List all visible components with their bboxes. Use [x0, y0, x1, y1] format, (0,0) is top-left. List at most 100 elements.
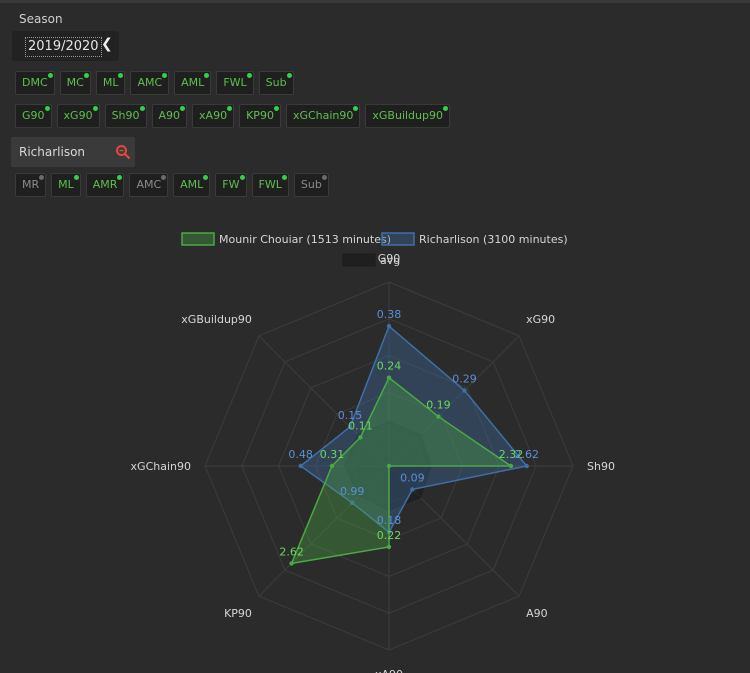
status-dot — [443, 106, 448, 111]
compare-chip-label: FW — [222, 178, 240, 191]
data-label-green: 2.32 — [499, 448, 524, 461]
status-dot — [39, 175, 45, 180]
axis-label: KP90 — [224, 607, 252, 620]
status-dot — [161, 175, 167, 180]
data-label-blue: 0.29 — [452, 373, 477, 386]
metric-chip-xgbuildup90[interactable]: xGBuildup90 — [365, 104, 450, 128]
compare-chip-fwl[interactable]: FWL — [251, 173, 289, 197]
compare-chip-label: AML — [180, 178, 204, 191]
player-search[interactable]: Richarlison — [11, 137, 135, 167]
position-chip-label: MC — [66, 76, 84, 89]
season-label: Season — [19, 12, 63, 26]
axis-label: xG90 — [526, 313, 555, 326]
data-point-green — [386, 463, 392, 469]
axis-label: xGBuildup90 — [181, 313, 252, 326]
position-chip-ml[interactable]: ML — [95, 71, 126, 95]
metric-chip-label: G90 — [22, 109, 45, 122]
data-point-green — [436, 414, 441, 419]
data-label-blue: 0.48 — [288, 448, 313, 461]
data-label-green: 0.22 — [377, 529, 402, 542]
axis-label: Sh90 — [587, 460, 615, 473]
status-dot — [44, 106, 50, 111]
search-icon[interactable] — [115, 144, 131, 160]
data-label-blue: 0.99 — [340, 485, 365, 498]
status-dot — [286, 73, 292, 78]
data-point-green — [329, 463, 335, 469]
status-dot — [73, 175, 79, 180]
position-chip-aml[interactable]: AML — [174, 71, 212, 95]
data-label-green: 0.31 — [320, 448, 345, 461]
metric-chip-label: KP90 — [246, 109, 274, 122]
position-chip-label: ML — [102, 76, 119, 89]
metric-chip-label: xGChain90 — [292, 109, 354, 122]
status-dot — [281, 175, 287, 180]
position-chip-label: DMC — [22, 76, 48, 89]
compare-chip-aml[interactable]: AML — [173, 173, 211, 197]
data-point-blue — [386, 323, 392, 329]
data-label-blue: 0.09 — [400, 471, 425, 484]
player-search-input[interactable]: Richarlison — [19, 145, 86, 159]
metric-chip-sh90[interactable]: Sh90 — [104, 104, 147, 128]
compare-chip-label: AMC — [136, 178, 162, 191]
compare-chip-amr[interactable]: AMR — [85, 173, 125, 197]
metric-chip-label: xGBuildup90 — [372, 109, 443, 122]
metric-chip-kp90[interactable]: KP90 — [239, 104, 281, 128]
data-label-blue: 0.15 — [338, 409, 363, 422]
data-point-blue — [349, 500, 355, 506]
status-dot — [118, 73, 124, 78]
position-chip-dmc[interactable]: DMC — [15, 71, 55, 95]
metric-chip-xg90[interactable]: xG90 — [56, 104, 100, 128]
season-select[interactable]: 2019/2020 ❮ — [12, 31, 119, 61]
data-label-blue: 2.62 — [514, 448, 539, 461]
position-chip-sub[interactable]: Sub — [258, 71, 294, 95]
position-chip-label: AMC — [137, 76, 163, 89]
data-point-blue — [524, 463, 529, 469]
metric-filter-row: G90 xG90 Sh90 A90 xA90 KP90 xGChain90 xGBuildup… — [15, 104, 450, 128]
status-dot — [180, 106, 186, 111]
compare-chip-label: ML — [58, 178, 74, 191]
status-dot — [117, 175, 123, 180]
position-chip-fwl[interactable]: FWL — [216, 71, 254, 95]
data-label-green: 0.19 — [426, 399, 451, 412]
metric-chip-label: xA90 — [199, 109, 228, 122]
compare-position-row: MR ML AMR AMC AML FW FWL Sub — [15, 173, 329, 197]
season-value: 2019/2020 — [25, 37, 102, 57]
metric-chip-xa90[interactable]: xA90 — [192, 104, 235, 128]
compare-chip-label: AMR — [92, 178, 118, 191]
status-dot — [83, 73, 89, 78]
compare-chip-amc[interactable]: AMC — [129, 173, 169, 197]
compare-chip-sub[interactable]: Sub — [293, 173, 329, 197]
compare-chip-fw[interactable]: FW — [215, 173, 247, 197]
status-dot — [227, 106, 233, 111]
compare-chip-label: FWL — [258, 178, 282, 191]
status-dot — [139, 106, 145, 111]
axis-label: A90 — [526, 607, 548, 620]
data-label-green: 2.62 — [279, 545, 304, 558]
status-dot — [162, 73, 168, 78]
data-point-blue — [462, 388, 467, 393]
metric-chip-g90[interactable]: G90 — [15, 104, 52, 128]
data-label-green: 0.24 — [377, 360, 402, 373]
data-point-blue — [298, 463, 303, 469]
status-dot — [203, 175, 209, 180]
data-label-blue: 0.38 — [377, 308, 402, 321]
data-point-green — [358, 435, 363, 440]
data-label-green: 0.11 — [348, 419, 373, 432]
position-chip-amc[interactable]: AMC — [130, 71, 170, 95]
top-divider — [0, 0, 750, 3]
legend-label: Richarlison (3100 minutes) — [419, 233, 568, 246]
legend-swatch — [181, 232, 215, 246]
metric-chip-xgchain90[interactable]: xGChain90 — [285, 104, 361, 128]
compare-chip-mr[interactable]: MR — [15, 173, 47, 197]
metric-chip-a90[interactable]: A90 — [151, 104, 188, 128]
compare-chip-ml[interactable]: ML — [51, 173, 81, 197]
data-point-blue — [410, 487, 415, 492]
status-dot — [47, 73, 53, 78]
axis-label: xA90 — [375, 668, 403, 673]
data-point-green — [386, 544, 392, 550]
status-dot — [273, 106, 279, 111]
position-chip-mc[interactable]: MC — [59, 71, 91, 95]
axis-label: G90 — [378, 252, 401, 265]
metric-chip-label: A90 — [158, 109, 181, 122]
position-chip-label: FWL — [223, 76, 247, 89]
